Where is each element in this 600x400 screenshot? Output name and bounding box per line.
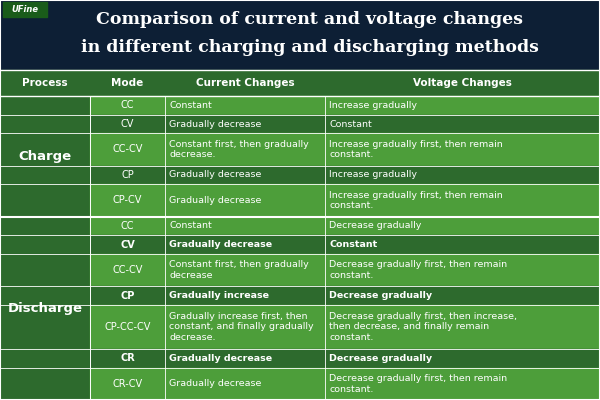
- Text: Gradually increase: Gradually increase: [169, 291, 269, 300]
- Text: Constant: Constant: [169, 101, 212, 110]
- Bar: [3, 2, 47, 17]
- Text: Constant first, then gradually
decrease: Constant first, then gradually decrease: [169, 260, 309, 280]
- Text: Mode: Mode: [112, 78, 143, 88]
- Bar: [90, 115, 600, 133]
- Text: Gradually increase first, then
constant, and finally gradually
decrease.: Gradually increase first, then constant,…: [169, 312, 314, 342]
- Text: CC: CC: [121, 221, 134, 231]
- Text: CC-CV: CC-CV: [112, 265, 143, 275]
- Text: Gradually decrease: Gradually decrease: [169, 240, 272, 249]
- Text: Decrease gradually first, then increase,
then decrease, and finally remain
const: Decrease gradually first, then increase,…: [329, 312, 517, 342]
- Text: Gradually decrease: Gradually decrease: [169, 379, 262, 388]
- Text: Increase gradually first, then remain
constant.: Increase gradually first, then remain co…: [329, 191, 503, 210]
- Text: CP: CP: [121, 290, 134, 300]
- Text: Constant: Constant: [169, 222, 212, 230]
- Text: Current Changes: Current Changes: [196, 78, 295, 88]
- Bar: [0, 70, 600, 96]
- Bar: [0, 96, 90, 216]
- Bar: [90, 166, 600, 184]
- Text: CC-CV: CC-CV: [112, 144, 143, 154]
- Text: Process: Process: [22, 78, 68, 88]
- Bar: [0, 216, 90, 400]
- Text: Gradually decrease: Gradually decrease: [169, 354, 272, 363]
- Text: Constant: Constant: [329, 240, 377, 249]
- Text: Decrease gradually: Decrease gradually: [329, 354, 432, 363]
- Text: Increase gradually first, then remain
constant.: Increase gradually first, then remain co…: [329, 140, 503, 159]
- Text: CC: CC: [121, 100, 134, 110]
- Text: Voltage Changes: Voltage Changes: [413, 78, 512, 88]
- Text: Decrease gradually: Decrease gradually: [329, 291, 432, 300]
- Text: Increase gradually: Increase gradually: [329, 170, 417, 180]
- Text: Constant first, then gradually
decrease.: Constant first, then gradually decrease.: [169, 140, 309, 159]
- Bar: [90, 368, 600, 400]
- Text: Comparison of current and voltage changes: Comparison of current and voltage change…: [97, 12, 523, 28]
- Bar: [90, 349, 600, 368]
- Text: Gradually decrease: Gradually decrease: [169, 196, 262, 205]
- Text: CR-CV: CR-CV: [112, 379, 143, 389]
- Text: CR: CR: [120, 353, 135, 363]
- Text: Decrease gradually: Decrease gradually: [329, 222, 421, 230]
- Text: Constant: Constant: [329, 120, 372, 128]
- Text: Charge: Charge: [19, 150, 71, 163]
- Bar: [90, 96, 600, 115]
- Bar: [90, 286, 600, 305]
- Text: Discharge: Discharge: [7, 302, 83, 315]
- Text: Gradually decrease: Gradually decrease: [169, 170, 262, 180]
- Text: Decrease gradually first, then remain
constant.: Decrease gradually first, then remain co…: [329, 260, 507, 280]
- Bar: [90, 133, 600, 166]
- Text: CP-CC-CV: CP-CC-CV: [104, 322, 151, 332]
- Bar: [90, 216, 600, 235]
- Text: Increase gradually: Increase gradually: [329, 101, 417, 110]
- Text: Decrease gradually first, then remain
constant.: Decrease gradually first, then remain co…: [329, 374, 507, 394]
- Bar: [0, 0, 600, 70]
- Bar: [90, 305, 600, 349]
- Text: CV: CV: [121, 119, 134, 129]
- Text: UFine: UFine: [11, 5, 38, 14]
- Text: CP: CP: [121, 170, 134, 180]
- Text: in different charging and discharging methods: in different charging and discharging me…: [81, 40, 539, 56]
- Text: CP-CV: CP-CV: [113, 196, 142, 206]
- Bar: [90, 235, 600, 254]
- Text: CV: CV: [120, 240, 135, 250]
- Bar: [90, 184, 600, 216]
- Bar: [90, 254, 600, 286]
- Text: Gradually decrease: Gradually decrease: [169, 120, 262, 128]
